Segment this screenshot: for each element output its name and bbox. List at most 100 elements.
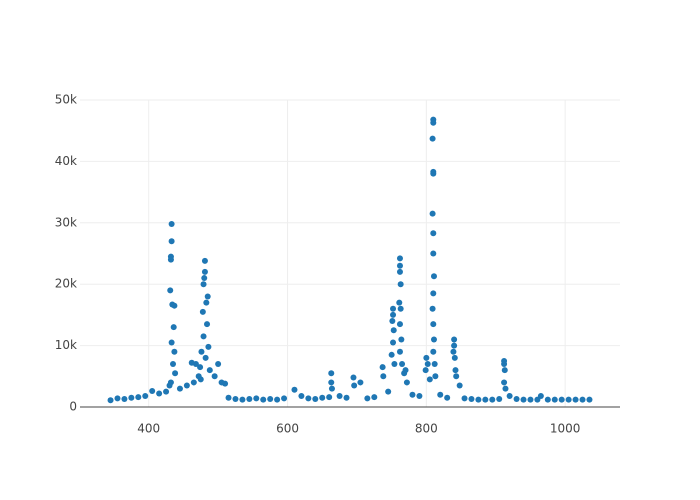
point [544,396,551,403]
y-tick-label: 40k [55,154,77,168]
point [430,348,437,355]
point [432,373,439,380]
point [389,318,396,325]
point [453,373,460,380]
point [430,336,437,343]
point [430,273,437,280]
point [451,354,458,361]
y-tick-label: 20k [55,277,77,291]
point [388,351,395,358]
point [253,395,260,402]
point [201,275,208,282]
point [424,361,431,368]
point [572,396,579,403]
point [396,299,403,306]
point [426,376,433,383]
point [183,382,190,389]
point [201,257,208,264]
point [350,374,357,381]
point [206,367,213,374]
point [501,361,508,368]
point [211,373,218,380]
point [149,388,156,395]
point [430,290,437,297]
point [431,361,438,368]
point [156,390,163,397]
point [142,392,149,399]
point [396,321,403,328]
point [222,380,229,387]
point [565,396,572,403]
point [398,336,405,343]
point [403,379,410,386]
point [201,268,208,275]
point [397,305,404,312]
x-tick-label: 400 [137,422,160,436]
point [281,395,288,402]
point [121,396,128,403]
point [396,348,403,355]
point [291,386,298,393]
point [343,394,350,401]
point [199,308,206,315]
point [461,395,468,402]
point [225,394,232,401]
point [429,135,436,142]
point [501,367,508,374]
point [328,385,335,392]
point [305,395,312,402]
point [506,392,513,399]
point [450,348,457,355]
point [167,287,174,294]
point [195,373,202,380]
point [176,385,183,392]
point [267,396,274,403]
point [114,395,121,402]
point [167,379,174,386]
point [423,354,430,361]
point [172,370,179,377]
point [170,324,177,331]
point [203,299,210,306]
point [260,396,267,403]
point [468,396,475,403]
point [390,327,397,334]
point [430,230,437,237]
point [163,388,170,395]
point [232,396,239,403]
point [430,170,437,177]
x-tick-label: 600 [276,422,299,436]
y-tick-label: 10k [55,338,77,352]
point [444,394,451,401]
point [451,342,458,349]
point [391,361,398,368]
point [204,321,211,328]
point [385,388,392,395]
point [551,396,558,403]
point [396,268,403,275]
point [170,361,177,368]
point [422,367,429,374]
point [274,396,281,403]
point [328,379,335,386]
point [396,262,403,269]
point [527,396,534,403]
point [171,348,178,355]
point [390,311,397,318]
point [380,373,387,380]
point [416,392,423,399]
point [167,256,174,263]
point [168,238,175,245]
point [558,396,565,403]
point [351,382,358,389]
point [364,395,371,402]
point [246,396,253,403]
point [205,343,212,350]
point [409,391,416,398]
y-tick-label: 30k [55,215,77,229]
point [319,394,326,401]
point [520,396,527,403]
point [188,359,195,366]
point [215,361,222,368]
